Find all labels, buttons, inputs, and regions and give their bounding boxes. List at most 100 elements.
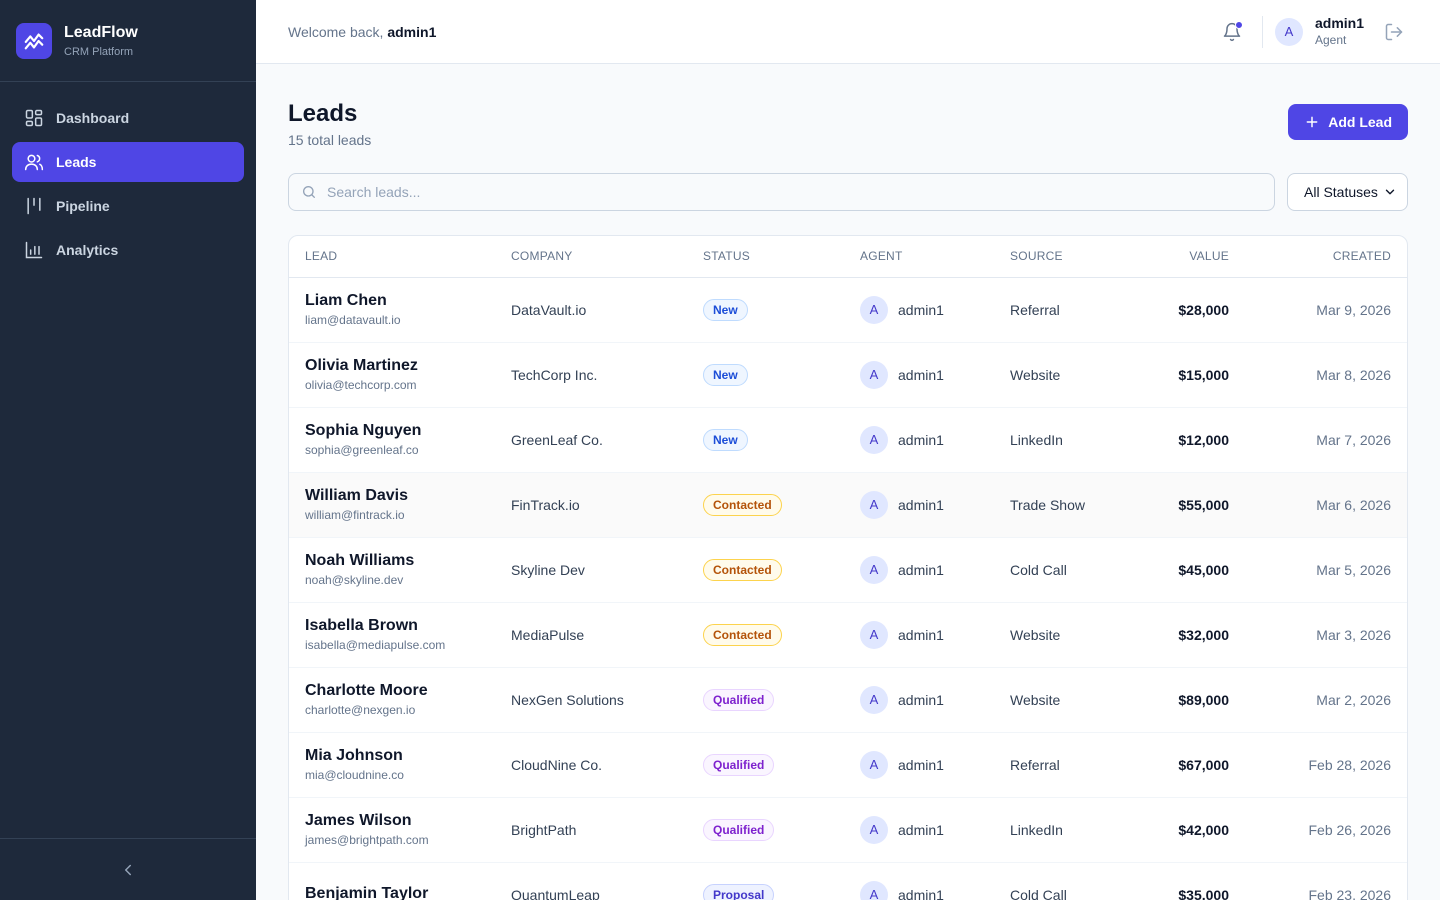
table-row[interactable]: William Davis william@fintrack.io FinTrack… <box>289 472 1407 538</box>
company-cell: TechCorp Inc. <box>511 342 703 408</box>
created-cell: Mar 7, 2026 <box>1229 407 1407 473</box>
company-cell: BrightPath <box>511 797 703 863</box>
trend-chart-icon[interactable] <box>16 22 52 59</box>
table-header-row: LEAD COMPANY STATUS AGENT SOURCE VALUE C… <box>289 236 1407 278</box>
status-badge: Qualified <box>703 688 775 711</box>
column-header-lead[interactable]: LEAD <box>289 236 511 278</box>
column-header-created[interactable]: CREATED <box>1229 236 1407 278</box>
source-cell: Cold Call <box>1010 537 1130 603</box>
agent-name: admin1 <box>898 496 944 513</box>
avatar: A <box>860 685 888 714</box>
lead-name[interactable]: Mia Johnson <box>305 747 403 764</box>
lead-name[interactable]: Liam Chen <box>305 292 387 309</box>
column-header-value[interactable]: VALUE <box>1130 236 1229 278</box>
column-header-status[interactable]: STATUS <box>703 236 860 278</box>
value-cell: $32,000 <box>1130 602 1229 668</box>
lead-name[interactable]: Sophia Nguyen <box>305 422 422 439</box>
avatar: A <box>860 620 888 649</box>
add-lead-button[interactable]: Add Lead <box>1288 104 1408 140</box>
created-cell: Mar 9, 2026 <box>1229 277 1407 343</box>
chevron-down-icon <box>1385 189 1395 195</box>
search-icon <box>303 186 315 198</box>
table-row[interactable]: Olivia Martinez olivia@techcorp.com TechCo… <box>289 342 1407 408</box>
sidebar-item-label: Dashboard <box>56 110 130 126</box>
company-cell: DataVault.io <box>511 277 703 343</box>
created-cell: Feb 23, 2026 <box>1229 862 1407 900</box>
source-cell: LinkedIn <box>1010 797 1130 863</box>
sidebar-item-dashboard[interactable]: Dashboard <box>12 98 244 138</box>
table-row[interactable]: Sophia Nguyen sophia@greenleaf.co GreenLea… <box>289 407 1407 473</box>
lead-name[interactable]: Isabella Brown <box>305 617 418 634</box>
table-row[interactable]: Isabella Brown isabella@mediapulse.com Med… <box>289 602 1407 668</box>
sidebar-item-label: Analytics <box>56 242 119 258</box>
lead-cell: Mia Johnson mia@cloudnine.co <box>289 732 511 798</box>
company-cell: QuantumLeap <box>511 862 703 900</box>
status-badge: Qualified <box>703 753 775 776</box>
lead-cell: Liam Chen liam@datavault.io <box>289 277 511 343</box>
value-cell: $67,000 <box>1130 732 1229 798</box>
lead-name[interactable]: William Davis <box>305 487 409 504</box>
agent-name: admin1 <box>898 366 944 383</box>
lead-name[interactable]: Noah Williams <box>305 552 415 569</box>
brand-name: LeadFlow <box>64 23 138 41</box>
table-row[interactable]: Charlotte Moore charlotte@nexgen.io NexGen… <box>289 667 1407 733</box>
welcome-user: admin1 <box>387 23 437 40</box>
value-cell: $12,000 <box>1130 407 1229 473</box>
welcome-prefix: Welcome back, <box>288 23 384 40</box>
lead-email: james@brightpath.com <box>305 833 429 847</box>
user-menu[interactable]: A admin1 Agent <box>1274 15 1364 48</box>
column-header-agent[interactable]: AGENT <box>860 236 1010 278</box>
sidebar-item-analytics[interactable]: Analytics <box>12 230 244 270</box>
source-cell: Cold Call <box>1010 862 1130 900</box>
chevron-left-icon[interactable] <box>114 856 142 884</box>
lead-name[interactable]: Charlotte Moore <box>305 682 428 699</box>
status-badge: Contacted <box>703 623 782 646</box>
table-row[interactable]: Liam Chen liam@datavault.io DataVault.io Ne… <box>289 277 1407 343</box>
lead-name[interactable]: Olivia Martinez <box>305 357 418 374</box>
source-cell: Trade Show <box>1010 472 1130 538</box>
value-cell: $55,000 <box>1130 472 1229 538</box>
logout-icon[interactable] <box>1380 18 1408 46</box>
status-cell: New <box>703 342 860 408</box>
lead-name[interactable]: James Wilson <box>305 812 412 829</box>
column-header-company[interactable]: COMPANY <box>511 236 703 278</box>
agent-name: admin1 <box>898 691 944 708</box>
source-cell: Referral <box>1010 277 1130 343</box>
bell-icon[interactable] <box>1218 18 1246 46</box>
dashboard-icon <box>25 109 43 127</box>
sidebar-nav: Dashboard Leads Pipeline Analytics <box>0 82 256 286</box>
sidebar-item-leads[interactable]: Leads <box>12 142 244 182</box>
lead-email: charlotte@nexgen.io <box>305 703 416 717</box>
value-cell: $42,000 <box>1130 797 1229 863</box>
table-row[interactable]: James Wilson james@brightpath.com BrightPa… <box>289 797 1407 863</box>
lead-email: isabella@mediapulse.com <box>305 638 446 652</box>
status-filter-value: All Statuses <box>1304 184 1378 200</box>
status-cell: New <box>703 277 860 343</box>
status-filter-select[interactable]: All Statuses <box>1287 173 1408 211</box>
status-cell: Contacted <box>703 537 860 603</box>
search-input[interactable] <box>327 184 1262 200</box>
lead-email: olivia@techcorp.com <box>305 378 417 392</box>
avatar: A <box>860 880 888 900</box>
search-box <box>288 173 1275 211</box>
lead-cell: Noah Williams noah@skyline.dev <box>289 537 511 603</box>
column-header-source[interactable]: SOURCE <box>1010 236 1130 278</box>
created-cell: Mar 2, 2026 <box>1229 667 1407 733</box>
company-cell: NexGen Solutions <box>511 667 703 733</box>
sidebar-footer <box>0 838 256 900</box>
plus-icon <box>1306 116 1318 128</box>
lead-cell: William Davis william@fintrack.io <box>289 472 511 538</box>
sidebar-item-pipeline[interactable]: Pipeline <box>12 186 244 226</box>
table-row[interactable]: Mia Johnson mia@cloudnine.co CloudNine Co.… <box>289 732 1407 798</box>
avatar: A <box>860 815 888 844</box>
lead-name[interactable]: Benjamin Taylor <box>305 885 429 900</box>
status-badge: Proposal <box>703 883 775 900</box>
table-row[interactable]: Noah Williams noah@skyline.dev Skyline Dev… <box>289 537 1407 603</box>
avatar: A <box>860 425 888 454</box>
value-cell: $15,000 <box>1130 342 1229 408</box>
